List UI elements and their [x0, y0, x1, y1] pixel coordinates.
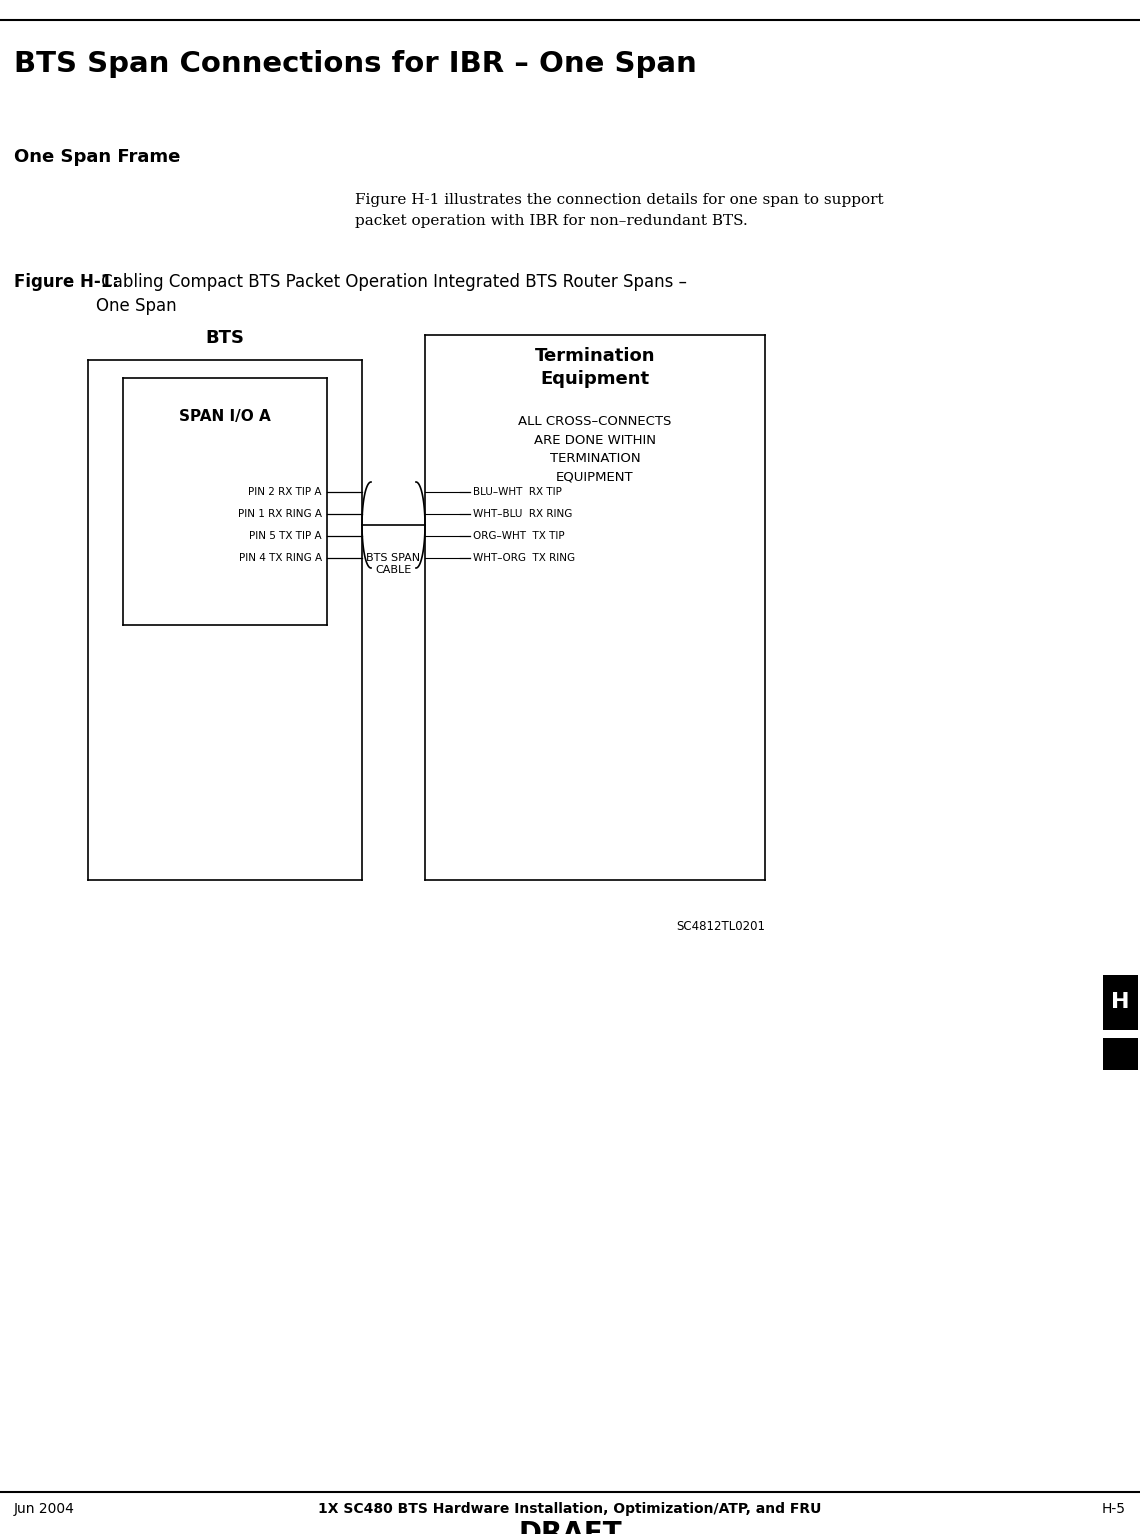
Text: ALL CROSS–CONNECTS
ARE DONE WITHIN
TERMINATION
EQUIPMENT: ALL CROSS–CONNECTS ARE DONE WITHIN TERMI… [519, 416, 671, 483]
Text: PIN 2 RX TIP A: PIN 2 RX TIP A [249, 486, 321, 497]
Text: PIN 1 RX RING A: PIN 1 RX RING A [238, 509, 321, 518]
Text: DRAFT: DRAFT [519, 1520, 621, 1534]
Text: PIN 5 TX TIP A: PIN 5 TX TIP A [250, 531, 321, 542]
Text: Figure H-1:: Figure H-1: [14, 273, 119, 291]
Text: SC4812TL0201: SC4812TL0201 [676, 920, 765, 933]
Bar [1104, 1039, 1138, 1071]
Text: H: H [1112, 992, 1130, 1012]
Text: One Span Frame: One Span Frame [14, 147, 180, 166]
Text: Termination
Equipment: Termination Equipment [535, 347, 656, 388]
Text: Cabling Compact BTS Packet Operation Integrated BTS Router Spans –
One Span: Cabling Compact BTS Packet Operation Int… [96, 273, 687, 314]
Text: ORG–WHT  TX TIP: ORG–WHT TX TIP [473, 531, 564, 542]
Text: WHT–ORG  TX RING: WHT–ORG TX RING [473, 552, 575, 563]
Text: 1X SC480 BTS Hardware Installation, Optimization/ATP, and FRU: 1X SC480 BTS Hardware Installation, Opti… [318, 1502, 822, 1516]
Text: BLU–WHT  RX TIP: BLU–WHT RX TIP [473, 486, 562, 497]
Text: Jun 2004: Jun 2004 [14, 1502, 75, 1516]
Text: BTS SPAN
CABLE: BTS SPAN CABLE [366, 552, 421, 575]
Text: BTS Span Connections for IBR – One Span: BTS Span Connections for IBR – One Span [14, 51, 697, 78]
Text: H-5: H-5 [1102, 1502, 1126, 1516]
Text: BTS: BTS [205, 328, 244, 347]
Text: SPAN I/O A: SPAN I/O A [179, 408, 271, 423]
Bar [1104, 976, 1138, 1029]
Text: PIN 4 TX RING A: PIN 4 TX RING A [239, 552, 321, 563]
Text: Figure H-1 illustrates the connection details for one span to support
packet ope: Figure H-1 illustrates the connection de… [355, 193, 884, 227]
Text: WHT–BLU  RX RING: WHT–BLU RX RING [473, 509, 572, 518]
